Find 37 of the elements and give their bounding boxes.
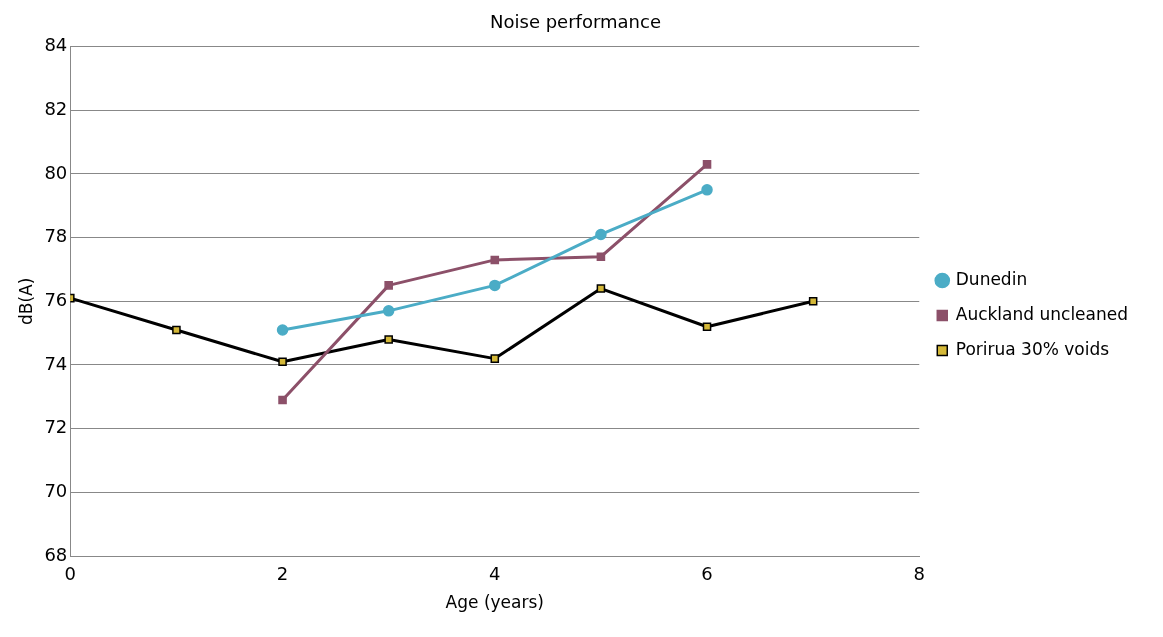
point	[595, 228, 607, 241]
x-tick-label: 6	[701, 563, 713, 585]
y-tick-label: 70	[44, 480, 68, 501]
point	[490, 255, 500, 265]
y-tick-label: 82	[44, 97, 68, 119]
legend-label: Porirua 30% voids	[955, 338, 1110, 359]
x-axis-title: Age (years)	[445, 592, 544, 613]
y-tick-label: 76	[44, 288, 68, 310]
chart-title: Noise performance	[490, 11, 661, 33]
x-tick-label: 2	[276, 563, 289, 585]
x-tick-label: 4	[489, 563, 501, 585]
point	[701, 184, 713, 196]
y-tick-label: 72	[44, 416, 68, 438]
point	[490, 354, 500, 363]
point	[596, 284, 606, 293]
point	[278, 395, 287, 405]
y-axis-title: dB(A)	[15, 277, 36, 325]
y-tick-label: 84	[44, 34, 68, 56]
y-tick-label: 68	[44, 543, 68, 565]
point	[276, 324, 289, 336]
y-tick-label: 80	[44, 161, 68, 183]
x-tick-label: 0	[64, 563, 77, 585]
point	[384, 281, 393, 290]
legend-label: Dunedin	[955, 268, 1028, 289]
y-tick-label: 74	[44, 352, 68, 374]
point	[384, 335, 393, 344]
legend-label: Auckland uncleaned	[955, 303, 1129, 324]
point	[596, 252, 606, 262]
point	[489, 279, 501, 292]
point	[702, 322, 712, 332]
x-tick-label: 8	[913, 563, 925, 585]
point	[808, 297, 818, 306]
point	[382, 305, 395, 317]
point	[172, 325, 181, 335]
y-tick-label: 78	[44, 225, 68, 247]
point	[702, 160, 712, 169]
point	[278, 357, 287, 367]
